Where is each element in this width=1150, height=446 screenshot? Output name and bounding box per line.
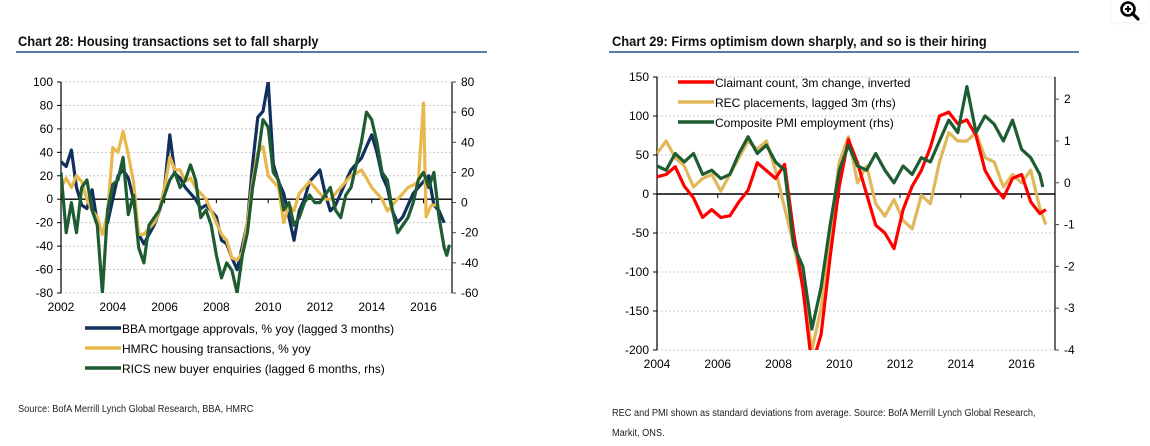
y2-tick-label: 1 [1064, 134, 1071, 148]
y-tick-label: 40 [40, 145, 54, 159]
y-tick-label: -40 [36, 239, 54, 253]
chart-28: 100 80 60 40 20 0 -20 -40 -60 -80 80 60 40 20 0 -20 -40 -… [33, 75, 479, 376]
y-tick-label: 0 [642, 187, 649, 201]
x-tick-label: 2008 [203, 300, 230, 314]
zoom-in-button[interactable] [1112, 0, 1148, 22]
y2-tick-label: -2 [1064, 259, 1075, 273]
x-tick-label: 2012 [307, 300, 334, 314]
x-tick-label: 2006 [704, 357, 731, 371]
chart-29-title-rule [609, 51, 1079, 53]
legend-label: HMRC housing transactions, % yoy [122, 342, 311, 356]
y2-tick-label: 20 [461, 165, 475, 179]
legend-label: Claimant count, 3m change, inverted [715, 76, 910, 90]
y-tick-label: -20 [36, 216, 54, 230]
x-tick-label: 2012 [887, 357, 914, 371]
y-tick-label: -60 [36, 263, 54, 277]
series-line-1 [657, 110, 1047, 350]
legend-label: Composite PMI employment (rhs) [715, 116, 894, 130]
x-tick-label: 2008 [765, 357, 792, 371]
y2-tick-label: 0 [1064, 176, 1071, 190]
x-tick-label: 2006 [151, 300, 178, 314]
chart-28-title: Chart 28: Housing transactions set to fa… [18, 33, 319, 49]
chart-28-source: Source: BofA Merrill Lynch Global Resear… [18, 404, 254, 415]
x-tick-label: 2016 [1008, 357, 1035, 371]
y2-tick-label: 2 [1064, 92, 1071, 106]
y2-tick-label: -20 [461, 226, 479, 240]
y-tick-label: 60 [40, 122, 54, 136]
y-tick-label: -50 [632, 226, 650, 240]
y2-tick-label: -4 [1064, 343, 1075, 357]
x-tick-label: 2010 [826, 357, 853, 371]
y2-tick-label: 60 [461, 105, 475, 119]
y2-tick-label: -60 [461, 286, 479, 300]
x-tick-label: 2002 [48, 300, 75, 314]
y-tick-label: 50 [636, 148, 650, 162]
y-tick-label: 100 [33, 75, 53, 89]
y-tick-label: -80 [36, 286, 54, 300]
chart-29-source: REC and PMI shown as standard deviations… [612, 404, 1036, 444]
chart-29-source-line-2: Markit, ONS. [612, 428, 665, 439]
x-tick-label: 2014 [358, 300, 385, 314]
x-tick-label: 2010 [255, 300, 282, 314]
chart-29-source-line-1: REC and PMI shown as standard deviations… [612, 408, 1036, 419]
y-tick-label: 80 [40, 98, 54, 112]
chart-29: 150 100 50 0 -50 -100 -150 -200 2 1 0 -1 -2 -3 -4 2004 2… [625, 70, 1075, 371]
x-tick-label: 2014 [947, 357, 974, 371]
chart-28-title-rule [16, 51, 487, 53]
y-tick-label: 150 [629, 70, 649, 84]
y-tick-label: 20 [40, 169, 54, 183]
y2-tick-label: -1 [1064, 218, 1075, 232]
x-tick-label: 2004 [644, 357, 671, 371]
y-tick-label: 100 [629, 109, 649, 123]
y2-tick-label: -3 [1064, 301, 1075, 315]
y2-tick-label: 80 [461, 75, 475, 89]
y-tick-label: 0 [46, 192, 53, 206]
series-line-3 [61, 110, 451, 293]
zoom-in-icon [1120, 1, 1140, 21]
y2-tick-label: -40 [461, 256, 479, 270]
y-tick-label: -100 [625, 265, 649, 279]
y-tick-label: -200 [625, 343, 649, 357]
legend-label: RICS new buyer enquiries (lagged 6 month… [122, 362, 385, 376]
y-tick-label: -150 [625, 304, 649, 318]
chart-29-title: Chart 29: Firms optimism down sharply, a… [612, 33, 987, 49]
series-line-3 [657, 84, 1045, 331]
y2-tick-label: 0 [461, 196, 468, 210]
x-tick-label: 2004 [99, 300, 126, 314]
y2-tick-label: 40 [461, 135, 475, 149]
legend-label: REC placements, lagged 3m (rhs) [715, 96, 896, 110]
legend-label: BBA mortgage approvals, % yoy (lagged 3 … [122, 322, 394, 336]
x-tick-label: 2016 [410, 300, 437, 314]
series-line-2 [657, 131, 1048, 350]
